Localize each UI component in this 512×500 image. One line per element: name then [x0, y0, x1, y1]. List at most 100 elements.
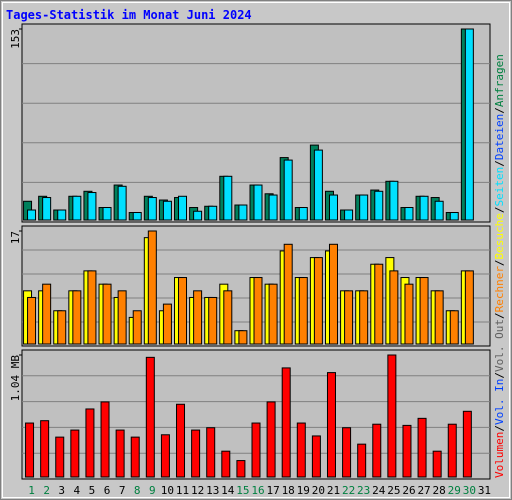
bar: [402, 424, 412, 478]
bar: [432, 450, 442, 478]
bar: [193, 290, 203, 345]
bar: [296, 422, 306, 478]
bar: [72, 195, 82, 221]
y-tick-label: 153: [9, 29, 22, 49]
x-tick-label: 29: [448, 484, 461, 497]
bar: [389, 270, 399, 345]
bar: [266, 401, 276, 478]
bar: [342, 427, 352, 478]
bar: [464, 270, 474, 345]
legend-entry: Anfragen: [493, 54, 506, 107]
legend-entry: Dateien: [493, 114, 506, 160]
bar: [223, 175, 233, 221]
bar: [162, 200, 172, 221]
bar: [147, 230, 157, 345]
x-tick-label: 7: [119, 484, 126, 497]
bar: [404, 283, 414, 345]
bar: [404, 207, 414, 221]
bar: [162, 303, 172, 345]
bar: [178, 277, 188, 345]
chart-title: Tages-Statistik im Monat Juni 2024: [6, 8, 252, 22]
x-tick-label: 6: [104, 484, 111, 497]
bar: [145, 356, 155, 478]
x-tick-label: 3: [58, 484, 65, 497]
x-tick-label: 13: [206, 484, 219, 497]
x-tick-label: 23: [357, 484, 370, 497]
bar: [85, 408, 95, 478]
x-tick-label: 25: [387, 484, 400, 497]
bar: [326, 372, 336, 478]
x-tick-label: 1: [28, 484, 35, 497]
x-tick-label: 17: [266, 484, 279, 497]
legend-separator: /: [493, 206, 506, 213]
legend-entry: Volumen: [493, 432, 506, 478]
bar: [387, 354, 397, 478]
bar: [40, 420, 50, 478]
bar: [449, 310, 459, 345]
bar: [462, 410, 472, 478]
legend-entry: Vol. In: [493, 379, 506, 425]
x-tick-label: 27: [417, 484, 430, 497]
bar: [102, 283, 112, 345]
bar: [117, 185, 127, 221]
bar: [42, 197, 52, 221]
bar: [283, 243, 293, 345]
legend-entry: Seiten: [493, 167, 506, 207]
bar: [147, 197, 157, 221]
x-tick-label: 21: [327, 484, 340, 497]
bar: [27, 209, 37, 221]
bar: [100, 401, 110, 478]
bar: [447, 423, 457, 478]
bar: [176, 403, 186, 478]
legend-separator: /: [493, 312, 506, 319]
legend-separator: /: [493, 160, 506, 167]
bar: [374, 263, 384, 345]
bar: [160, 434, 170, 478]
bar: [389, 180, 399, 221]
bar: [221, 450, 231, 478]
x-tick-label: 11: [176, 484, 189, 497]
bar: [130, 436, 140, 478]
bar: [298, 207, 308, 221]
bar: [115, 429, 125, 478]
x-tick-label: 19: [297, 484, 310, 497]
x-tick-label: 16: [251, 484, 264, 497]
legend: Volumen/Vol. In/Vol. Out/Rechner/Besuche…: [493, 54, 506, 478]
x-tick-label: 28: [433, 484, 446, 497]
bar: [87, 192, 97, 221]
bar: [132, 212, 142, 221]
bar: [117, 290, 127, 345]
y-tick-label: 1.04 MB: [9, 355, 22, 402]
bar: [25, 422, 35, 478]
bar: [208, 296, 218, 345]
x-tick-label: 26: [402, 484, 415, 497]
legend-separator: /: [493, 259, 506, 266]
x-tick-label: 10: [161, 484, 174, 497]
legend-entry: Rechner: [493, 266, 506, 313]
bar: [298, 277, 308, 345]
bar: [359, 290, 369, 345]
x-tick-label: 4: [74, 484, 81, 497]
bar: [206, 427, 216, 478]
x-tick-label: 31: [478, 484, 491, 497]
bar: [268, 283, 278, 345]
bar: [464, 28, 474, 221]
bar: [57, 310, 67, 345]
x-tick-label: 24: [372, 484, 386, 497]
bar: [223, 290, 233, 345]
bar: [328, 194, 338, 221]
bar: [434, 290, 444, 345]
bar: [344, 290, 354, 345]
bar: [417, 417, 427, 478]
x-tick-label: 30: [463, 484, 476, 497]
legend-entry: Vol. Out: [493, 319, 506, 372]
bar: [281, 367, 291, 478]
bar: [87, 270, 97, 345]
bar: [344, 209, 354, 221]
bar: [70, 429, 80, 478]
x-tick-label: 22: [342, 484, 355, 497]
bar: [419, 277, 429, 345]
bar: [238, 330, 248, 345]
x-tick-label: 18: [282, 484, 295, 497]
